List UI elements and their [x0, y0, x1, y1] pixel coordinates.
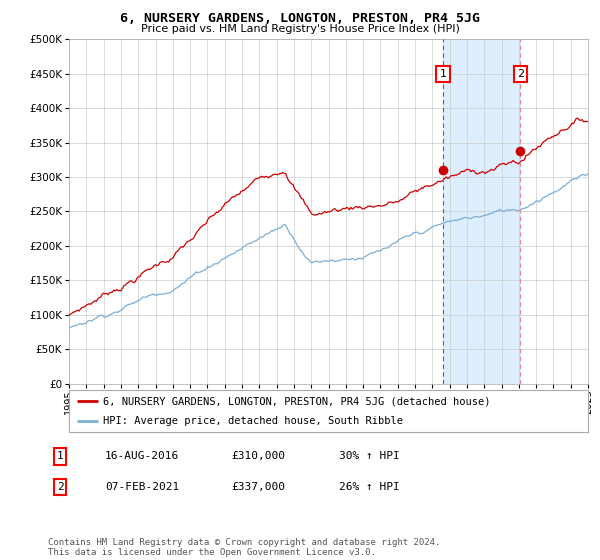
Text: £310,000: £310,000: [231, 451, 285, 461]
Text: 6, NURSERY GARDENS, LONGTON, PRESTON, PR4 5JG (detached house): 6, NURSERY GARDENS, LONGTON, PRESTON, PR…: [103, 396, 490, 406]
Text: Contains HM Land Registry data © Crown copyright and database right 2024.
This d: Contains HM Land Registry data © Crown c…: [48, 538, 440, 557]
Text: 2: 2: [517, 69, 524, 78]
Text: 07-FEB-2021: 07-FEB-2021: [105, 482, 179, 492]
Text: Price paid vs. HM Land Registry's House Price Index (HPI): Price paid vs. HM Land Registry's House …: [140, 24, 460, 34]
Text: 6, NURSERY GARDENS, LONGTON, PRESTON, PR4 5JG: 6, NURSERY GARDENS, LONGTON, PRESTON, PR…: [120, 12, 480, 25]
Text: 30% ↑ HPI: 30% ↑ HPI: [339, 451, 400, 461]
Text: 1: 1: [440, 69, 446, 78]
Text: HPI: Average price, detached house, South Ribble: HPI: Average price, detached house, Sout…: [103, 417, 403, 426]
Text: 16-AUG-2016: 16-AUG-2016: [105, 451, 179, 461]
Text: 2: 2: [56, 482, 64, 492]
Text: £337,000: £337,000: [231, 482, 285, 492]
Text: 26% ↑ HPI: 26% ↑ HPI: [339, 482, 400, 492]
Text: 1: 1: [56, 451, 64, 461]
Bar: [443, 39, 520, 384]
